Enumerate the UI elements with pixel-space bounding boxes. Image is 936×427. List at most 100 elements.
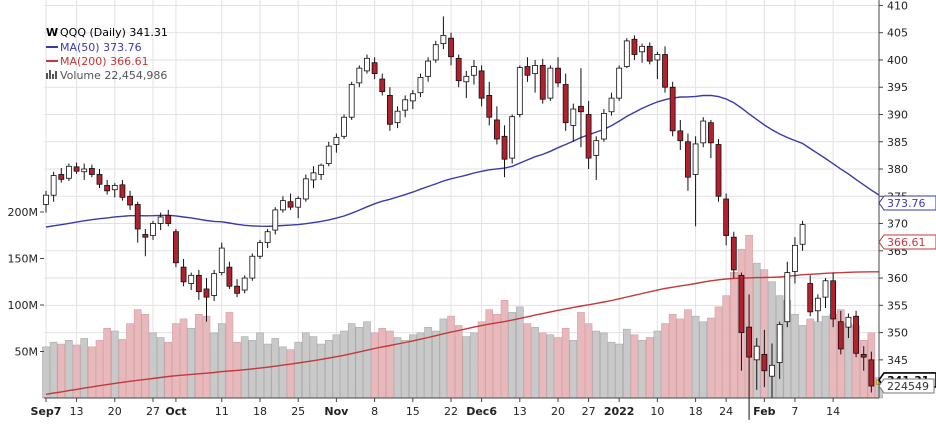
time-tick-label: 13 bbox=[513, 405, 527, 418]
time-tick-label: 18 bbox=[253, 405, 267, 418]
price-tick-label: 370 bbox=[887, 218, 908, 231]
candle-body bbox=[211, 273, 218, 296]
candle-body bbox=[287, 201, 294, 208]
price-tag: 366.61 bbox=[878, 234, 936, 250]
time-tick-label: 2022 bbox=[604, 405, 635, 418]
candle bbox=[417, 73, 424, 98]
candle-body bbox=[318, 164, 325, 175]
volume-bar bbox=[164, 341, 173, 399]
candle bbox=[463, 70, 470, 99]
candle-body bbox=[203, 288, 210, 298]
volume-bar bbox=[409, 334, 417, 399]
candle bbox=[425, 57, 432, 82]
candle-body bbox=[669, 86, 676, 132]
candle bbox=[165, 209, 172, 227]
volume-bar bbox=[707, 317, 715, 399]
volume-bar bbox=[225, 312, 234, 399]
volume-bar bbox=[340, 330, 348, 399]
candle-body bbox=[111, 184, 118, 191]
candle-body bbox=[463, 75, 470, 83]
candle bbox=[409, 89, 416, 110]
volume-bar bbox=[195, 313, 203, 399]
volume-bar bbox=[95, 340, 104, 399]
candle-body bbox=[837, 321, 844, 350]
volume-bar bbox=[538, 332, 547, 399]
volume-bar bbox=[271, 338, 280, 399]
candle-body bbox=[685, 141, 691, 178]
candle bbox=[784, 261, 791, 328]
price-tick-label: 380 bbox=[887, 163, 908, 176]
price-tag-box bbox=[878, 195, 936, 211]
time-tick-label: Feb bbox=[753, 405, 776, 418]
candle bbox=[493, 106, 500, 145]
candle bbox=[555, 57, 561, 88]
volume-bar bbox=[256, 332, 264, 399]
candle-body bbox=[555, 67, 561, 84]
candle bbox=[455, 54, 462, 88]
candle-body bbox=[409, 93, 416, 102]
candle-body bbox=[432, 44, 439, 61]
volume-bar bbox=[577, 312, 585, 399]
candle bbox=[532, 59, 539, 93]
volume-bar bbox=[118, 339, 127, 399]
candle bbox=[639, 43, 645, 63]
volume-bar bbox=[401, 340, 409, 399]
candle-body bbox=[241, 277, 248, 291]
price-tick-label: 395 bbox=[887, 81, 908, 94]
legend: QQQ (Daily) 341.31 W MA(50) 373.76 MA(20… bbox=[46, 26, 168, 82]
candle-body bbox=[425, 60, 432, 77]
candle-body bbox=[173, 231, 179, 264]
candle-body bbox=[471, 66, 477, 76]
candle-body bbox=[157, 216, 164, 224]
price-tick-label: 345 bbox=[887, 354, 908, 367]
candle bbox=[348, 81, 355, 120]
candle bbox=[371, 57, 378, 80]
volume-bar bbox=[462, 336, 471, 399]
candle bbox=[547, 65, 554, 101]
candle bbox=[631, 35, 638, 60]
candle bbox=[432, 40, 439, 63]
volume-bar bbox=[279, 346, 287, 399]
volume-bar bbox=[263, 343, 272, 399]
candle bbox=[677, 119, 684, 150]
time-tick-label: 27 bbox=[146, 405, 160, 418]
candle-body bbox=[142, 234, 149, 238]
candle-body bbox=[822, 280, 829, 298]
candle-body bbox=[769, 364, 775, 377]
candle-body bbox=[677, 130, 684, 142]
candle bbox=[578, 68, 584, 148]
candle-body bbox=[631, 38, 638, 55]
candle bbox=[364, 54, 370, 74]
volume-bar bbox=[470, 332, 478, 399]
candle bbox=[715, 139, 722, 202]
volume-bar bbox=[630, 334, 639, 399]
candle-body bbox=[646, 45, 653, 62]
candle bbox=[868, 351, 875, 393]
volume-bar bbox=[508, 312, 516, 399]
volume-tick-label: 50M bbox=[15, 346, 39, 359]
volume-bar bbox=[210, 332, 218, 399]
price-tick-label: 405 bbox=[887, 27, 908, 40]
volume-bar bbox=[439, 318, 448, 399]
candle-body bbox=[692, 143, 699, 175]
time-tick-label: 27 bbox=[582, 405, 596, 418]
candle bbox=[111, 183, 118, 198]
candle-body bbox=[746, 326, 752, 358]
volume-bar bbox=[393, 337, 402, 399]
candle bbox=[157, 212, 164, 231]
candle bbox=[516, 65, 523, 118]
candle-body bbox=[66, 165, 72, 179]
candle-body bbox=[150, 223, 156, 236]
volume-bar bbox=[240, 336, 249, 399]
candle bbox=[203, 278, 210, 322]
candle-body bbox=[509, 116, 516, 159]
candle-body bbox=[700, 120, 707, 144]
candle bbox=[600, 109, 607, 142]
volume-bar bbox=[722, 295, 730, 399]
candle-body bbox=[81, 168, 88, 173]
time-tick-label: 11 bbox=[215, 405, 229, 418]
volume-bar bbox=[126, 323, 134, 399]
candle bbox=[325, 141, 332, 167]
volume-bar bbox=[485, 309, 494, 399]
candle-body bbox=[600, 113, 607, 140]
